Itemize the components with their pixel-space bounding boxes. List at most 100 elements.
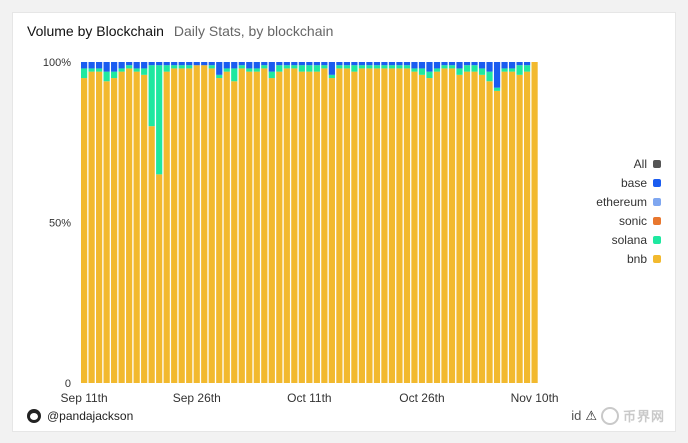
bar-segment-solana[interactable] (358, 65, 366, 69)
bar-segment-base[interactable] (358, 62, 366, 66)
bar-segment-base[interactable] (478, 62, 486, 69)
bar-segment-solana[interactable] (276, 65, 283, 72)
bar-segment-solana[interactable] (321, 65, 328, 69)
bar-segment-bnb[interactable] (223, 71, 230, 383)
bar-segment-base[interactable] (433, 62, 441, 69)
bar-segment-solana[interactable] (126, 65, 133, 69)
bar-segment-solana[interactable] (88, 68, 95, 72)
bar-segment-solana[interactable] (381, 65, 388, 69)
bar-segment-bnb[interactable] (163, 71, 170, 383)
bar-segment-base[interactable] (231, 62, 238, 69)
bar-segment-base[interactable] (148, 62, 155, 66)
bar-segment-bnb[interactable] (441, 68, 448, 384)
bar-segment-base[interactable] (366, 62, 373, 66)
bar-segment-bnb[interactable] (208, 68, 215, 384)
legend-item-bnb[interactable]: bnb (627, 252, 661, 266)
bar-segment-base[interactable] (118, 62, 125, 69)
bar-segment-base[interactable] (493, 62, 501, 88)
bar-segment-base[interactable] (388, 62, 396, 66)
bar-segment-solana[interactable] (501, 68, 508, 72)
bar-segment-base[interactable] (223, 62, 230, 69)
bar-segment-bnb[interactable] (478, 74, 486, 383)
bar-segment-base[interactable] (306, 62, 313, 66)
bar-segment-base[interactable] (456, 62, 463, 69)
bar-segment-solana[interactable] (96, 68, 103, 72)
bar-segment-solana[interactable] (238, 65, 245, 69)
legend-item-base[interactable]: base (621, 176, 661, 190)
bar-segment-bnb[interactable] (448, 68, 456, 384)
bar-segment-bnb[interactable] (351, 71, 358, 383)
bar-segment-base[interactable] (141, 62, 148, 69)
bar-segment-bnb[interactable] (418, 74, 426, 383)
bar-segment-bnb[interactable] (396, 68, 403, 384)
bar-segment-solana[interactable] (508, 68, 516, 72)
bar-segment-base[interactable] (193, 62, 200, 66)
bar-segment-solana[interactable] (171, 65, 178, 69)
bar-segment-bnb[interactable] (268, 78, 275, 384)
bar-segment-base[interactable] (291, 62, 298, 66)
bar-segment-bnb[interactable] (141, 74, 148, 383)
bar-segment-base[interactable] (381, 62, 388, 66)
bar-segment-solana[interactable] (216, 74, 223, 79)
bar-segment-bnb[interactable] (471, 71, 478, 383)
bar-segment-base[interactable] (418, 62, 426, 69)
bar-segment-base[interactable] (276, 62, 283, 66)
bar-segment-solana[interactable] (523, 65, 531, 72)
bar-segment-solana[interactable] (223, 68, 230, 72)
bar-segment-base[interactable] (186, 62, 193, 66)
bar-segment-bnb[interactable] (276, 71, 283, 383)
author-credit[interactable]: @pandajackson (27, 409, 133, 423)
bar-segment-base[interactable] (208, 62, 215, 66)
legend-item-ethereum[interactable]: ethereum (596, 195, 661, 209)
bar-segment-solana[interactable] (373, 65, 381, 69)
bar-segment-bnb[interactable] (178, 68, 185, 384)
bar-segment-solana[interactable] (268, 71, 275, 79)
bar-segment-solana[interactable] (448, 65, 456, 69)
bar-segment-solana[interactable] (283, 65, 290, 69)
bar-segment-bnb[interactable] (111, 78, 118, 384)
bar-segment-solana[interactable] (133, 68, 140, 72)
bar-segment-base[interactable] (523, 62, 531, 66)
bar-segment-solana[interactable] (486, 71, 493, 82)
bar-segment-solana[interactable] (433, 68, 441, 72)
bar-segment-bnb[interactable] (148, 126, 155, 383)
bar-segment-solana[interactable] (178, 65, 185, 69)
bar-segment-base[interactable] (471, 62, 478, 66)
bar-segment-bnb[interactable] (103, 81, 110, 383)
bar-segment-base[interactable] (268, 62, 275, 72)
bar-segment-base[interactable] (441, 62, 448, 66)
bar-segment-solana[interactable] (456, 68, 463, 75)
bar-segment-bnb[interactable] (238, 68, 245, 384)
bar-segment-bnb[interactable] (216, 78, 223, 384)
bar-segment-solana[interactable] (411, 68, 418, 72)
bar-segment-solana[interactable] (163, 65, 170, 72)
bar-segment-base[interactable] (163, 62, 170, 66)
bar-segment-solana[interactable] (208, 65, 215, 69)
bar-segment-solana[interactable] (156, 65, 163, 175)
bar-segment-base[interactable] (501, 62, 508, 69)
bar-segment-solana[interactable] (343, 65, 350, 69)
bar-segment-base[interactable] (253, 62, 260, 69)
bar-segment-solana[interactable] (366, 65, 373, 69)
bar-segment-bnb[interactable] (321, 68, 328, 384)
legend-item-All[interactable]: All (634, 157, 661, 171)
bar-segment-base[interactable] (336, 62, 343, 66)
bar-segment-solana[interactable] (81, 68, 88, 79)
bar-segment-bnb[interactable] (171, 68, 178, 384)
bar-segment-solana[interactable] (148, 65, 155, 127)
bar-segment-base[interactable] (328, 62, 335, 75)
bar-segment-base[interactable] (126, 62, 133, 66)
bar-segment-solana[interactable] (441, 65, 448, 69)
bar-segment-solana[interactable] (118, 68, 125, 72)
bar-segment-bnb[interactable] (343, 68, 350, 384)
bar-segment-solana[interactable] (261, 65, 268, 69)
bar-segment-bnb[interactable] (201, 65, 208, 384)
bar-segment-bnb[interactable] (283, 68, 290, 384)
bar-segment-solana[interactable] (426, 71, 433, 79)
bar-segment-solana[interactable] (231, 68, 238, 82)
bar-segment-bnb[interactable] (133, 71, 140, 383)
bar-segment-base[interactable] (343, 62, 350, 66)
bar-segment-base[interactable] (351, 62, 358, 66)
bar-segment-base[interactable] (238, 62, 245, 66)
bar-segment-solana[interactable] (186, 65, 193, 69)
